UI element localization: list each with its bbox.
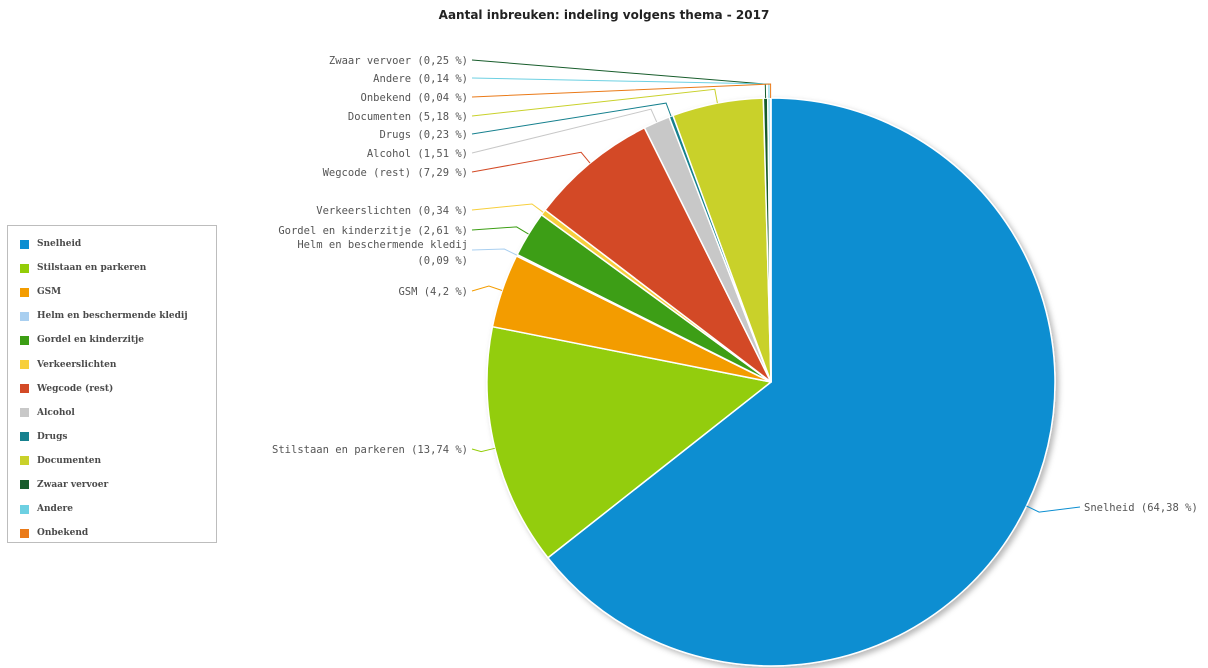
slice-label-andere: Andere (0,14 %)	[373, 73, 468, 85]
legend-swatch	[20, 408, 29, 418]
legend-label: Gordel en kinderzitje	[37, 335, 145, 346]
legend-label: Snelheid	[37, 239, 82, 250]
legend-item-alcohol[interactable]: Alcohol	[8, 401, 216, 425]
connector-helm-en-beschermende-kledij	[471, 248, 518, 256]
legend-item-documenten[interactable]: Documenten	[8, 449, 216, 473]
connector-stilstaan-en-parkeren	[471, 447, 495, 453]
legend-item-andere[interactable]: Andere	[8, 497, 216, 521]
connector-alcohol	[471, 108, 658, 154]
slice-label-helm-en-beschermende-kledij: Helm en beschermende kledij (0,09 %)	[297, 239, 468, 267]
slice-label-alcohol: Alcohol (1,51 %)	[367, 148, 468, 160]
pie-slice-onbekend[interactable]	[769, 97, 772, 383]
legend-item-snelheid[interactable]: Snelheid	[8, 232, 216, 256]
slice-label-onbekend: Onbekend (0,04 %)	[361, 92, 468, 104]
slice-labels: Snelheid (64,38 %) Stilstaan en parkeren …	[272, 55, 1198, 514]
legend-label: Onbekend	[37, 528, 89, 539]
connector-documenten	[471, 88, 718, 117]
slice-label-verkeerslichten: Verkeerslichten (0,34 %)	[316, 205, 468, 217]
connector-onbekend	[471, 83, 772, 98]
legend-item-stilstaan-en-parkeren[interactable]: Stilstaan en parkeren	[8, 256, 216, 280]
legend-swatch	[20, 384, 29, 394]
legend-label: Documenten	[37, 455, 102, 466]
legend-label: Andere	[37, 504, 74, 515]
chart-title: Aantal inbreuken: indeling volgens thema…	[438, 8, 770, 22]
legend-item-gsm[interactable]: GSM	[8, 280, 216, 304]
pie-slice-snelheid[interactable]	[547, 97, 1056, 667]
connector-snelheid	[1026, 505, 1081, 513]
slice-label-snelheid: Snelheid (64,38 %)	[1084, 502, 1198, 514]
legend-swatch	[20, 432, 29, 442]
legend-label: Zwaar vervoer	[37, 479, 109, 490]
legend-swatch	[20, 311, 29, 321]
legend-label: Stilstaan en parkeren	[37, 263, 147, 274]
slice-label-stilstaan-en-parkeren: Stilstaan en parkeren (13,74 %)	[272, 444, 468, 456]
legend-label: GSM	[37, 287, 62, 298]
legend-item-gordel-en-kinderzitje[interactable]: Gordel en kinderzitje	[8, 328, 216, 352]
legend-swatch	[20, 263, 29, 273]
legend-item-drugs[interactable]: Drugs	[8, 425, 216, 449]
slice-label-documenten: Documenten (5,18 %)	[348, 111, 468, 123]
legend-label: Drugs	[37, 431, 68, 442]
connector-drugs	[471, 102, 672, 135]
slice-label-wegcode-rest: Wegcode (rest) (7,29 %)	[323, 167, 468, 179]
pie-slice-wegcode-rest[interactable]	[544, 127, 772, 383]
legend-swatch	[20, 528, 29, 538]
legend-label: Verkeerslichten	[37, 359, 117, 370]
legend-swatch	[20, 335, 29, 345]
legend-item-onbekend[interactable]: Onbekend	[8, 521, 216, 545]
legend-swatch	[20, 504, 29, 514]
legend-item-wegcode-rest[interactable]: Wegcode (rest)	[8, 377, 216, 401]
slice-label-drugs: Drugs (0,23 %)	[379, 129, 468, 141]
legend-label: Wegcode (rest)	[37, 383, 114, 394]
legend-item-helm-en-beschermende-kledij[interactable]: Helm en beschermende kledij	[8, 304, 216, 328]
legend-swatch	[20, 456, 29, 466]
label-connectors	[471, 59, 1081, 513]
legend-swatch	[20, 287, 29, 297]
slice-label-zwaar-vervoer: Zwaar vervoer (0,25 %)	[329, 55, 468, 67]
legend-label: Helm en beschermende kledij	[37, 311, 188, 322]
legend: Snelheid Stilstaan en parkeren GSM Helm en …	[7, 225, 217, 543]
slice-label-gsm: GSM (4,2 %)	[398, 286, 468, 298]
legend-item-zwaar-vervoer[interactable]: Zwaar vervoer	[8, 473, 216, 497]
legend-swatch	[20, 239, 29, 249]
pie-slice-stilstaan-en-parkeren[interactable]	[486, 325, 772, 559]
connector-verkeerslichten	[471, 203, 544, 213]
pie-slices	[486, 97, 1056, 667]
legend-swatch	[20, 360, 29, 370]
legend-swatch	[20, 480, 29, 490]
connector-wegcode-rest	[471, 151, 591, 173]
slice-label-gordel-en-kinderzitje: Gordel en kinderzitje (2,61 %)	[278, 225, 468, 237]
connector-gordel-en-kinderzitje	[471, 226, 529, 235]
connector-gsm	[471, 285, 503, 292]
legend-item-verkeerslichten[interactable]: Verkeerslichten	[8, 352, 216, 376]
legend-label: Alcohol	[37, 407, 75, 418]
